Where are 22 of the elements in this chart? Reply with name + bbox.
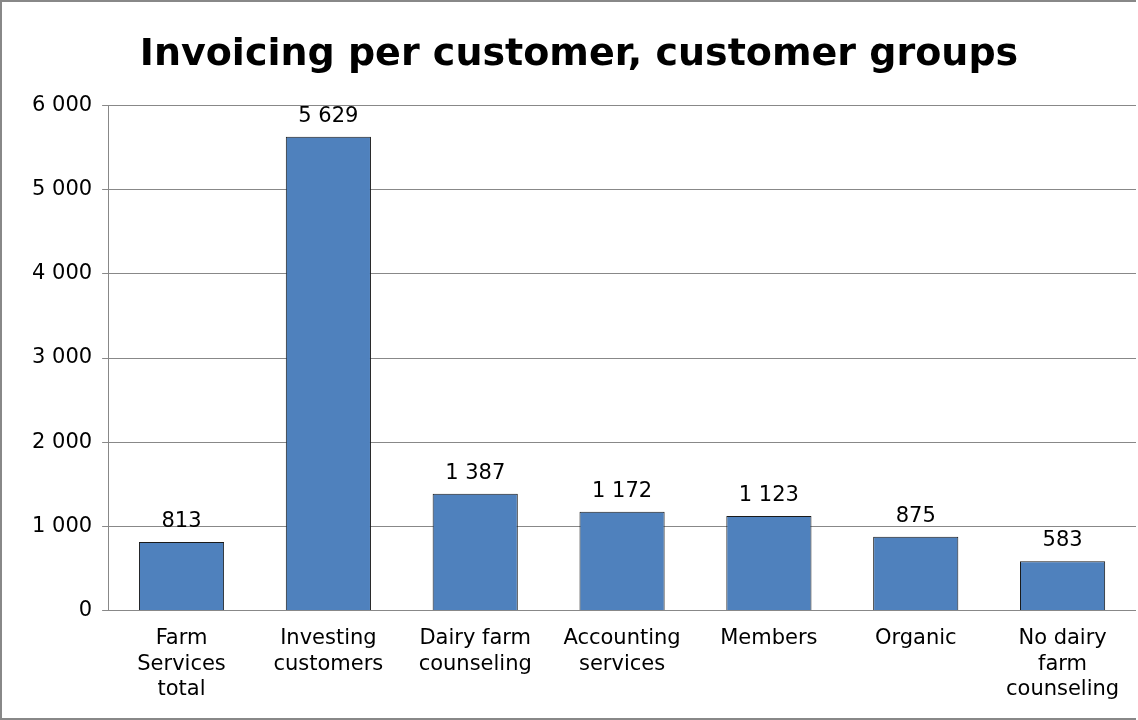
y-tick-label: 4 000 [31,260,93,285]
data-label: 583 [1042,527,1083,552]
data-label: 813 [161,507,202,532]
y-tick-label: 5 000 [31,176,93,201]
data-label: 1 387 [445,459,506,484]
x-tick-label: Members [720,625,818,650]
y-tick-label: 3 000 [31,344,93,369]
y-tick-label: 2 000 [31,428,93,453]
x-tick-label: No dairy farm counseling [1005,625,1120,700]
x-tick-label: Investing customers [273,625,384,675]
y-tick-label: 6 000 [31,92,93,117]
y-tick-label: 1 000 [31,512,93,537]
x-tick-label: Farm Services total [137,625,226,700]
y-tick-label: 0 [78,596,93,621]
data-label: 5 629 [298,102,359,127]
x-tick-label: Organic [874,625,957,650]
data-label: 1 172 [592,477,653,502]
data-label: 875 [895,502,936,527]
data-label: 1 123 [738,481,799,506]
x-tick-label: Dairy farm counseling [418,625,532,675]
chart-title: Invoicing per customer, customer groups [139,29,1019,74]
x-tick-label: Accounting services [563,625,681,675]
